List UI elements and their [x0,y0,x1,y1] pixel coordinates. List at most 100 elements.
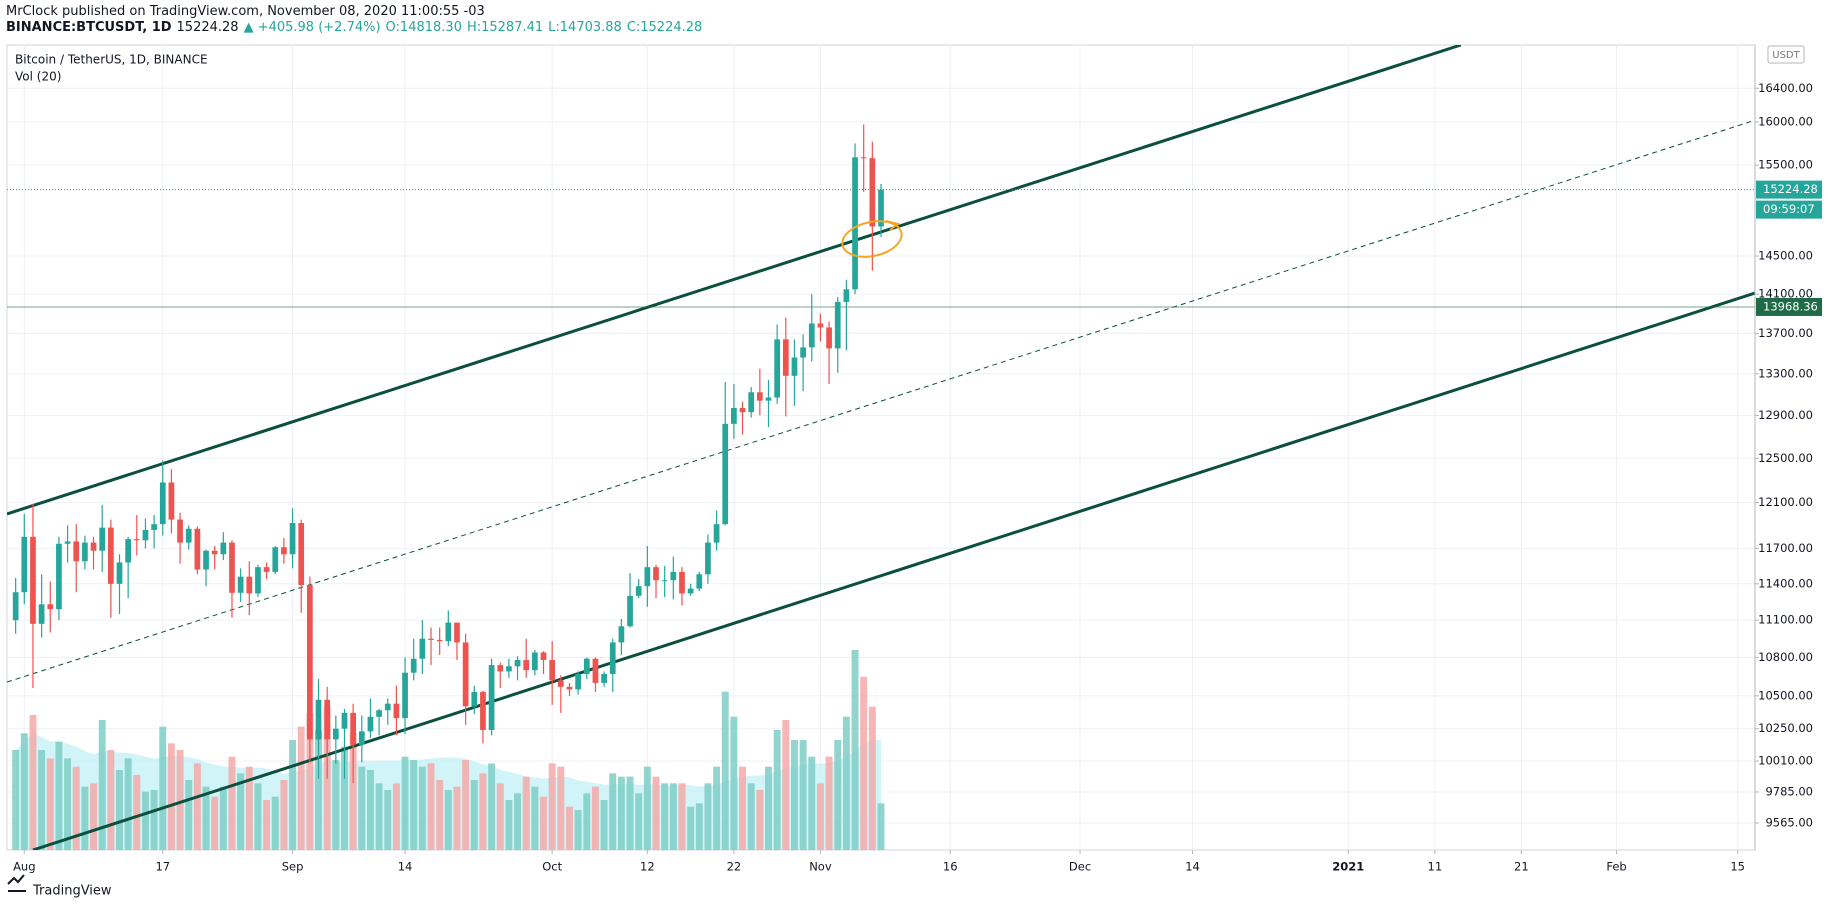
grid [7,45,1755,850]
candle-body [229,542,235,593]
candle-body [592,658,599,683]
volume-title: Vol (20) [15,70,61,84]
candle-body [731,407,737,424]
volume-bar [116,770,123,850]
author-line: MrClock published on TradingView.com, No… [6,4,485,19]
candle-body [298,523,305,586]
volume-bar [531,786,539,850]
volume-bar [470,780,478,850]
candle-body [843,289,850,302]
candle-body [609,642,616,674]
hline-label: 13968.36 [1763,299,1818,313]
volume-bar [453,786,461,850]
candle-body [358,731,365,745]
volume-bar [349,733,357,850]
candle-body [272,547,279,572]
x-tick-label: 14 [1185,860,1200,874]
currency-badge [1767,45,1805,64]
volume-bar [488,763,496,850]
symbol: BINANCE:BTCUSDT, 1D [6,20,172,35]
x-tick-label: 14 [398,860,413,874]
candle-body [324,699,331,740]
volume-bar [436,780,444,850]
x-tick-label: Oct [542,860,562,874]
x-tick-label: Dec [1069,860,1091,874]
volume-bar [808,756,816,850]
y-tick-label: 11700.00 [1758,541,1813,555]
volume-bar [548,763,556,850]
candle-body [125,539,132,563]
volume-bar [756,790,764,850]
volume-bar [773,730,781,850]
volume-bar [289,740,297,850]
candle-body [315,699,322,740]
low: L:14703.88 [548,20,622,35]
volume-bar [730,716,738,850]
candle-body [73,541,80,562]
x-tick-label: 21 [1514,860,1529,874]
volume-bar [315,730,322,850]
candle-body [237,576,244,593]
volume-pane [12,650,885,850]
candle-body [627,595,633,627]
volume-bar [219,786,227,850]
volume-bar [254,783,262,850]
candle-body [185,528,192,543]
candle-body [410,658,417,673]
currency: USDT [1772,50,1800,61]
volume-bar [29,715,37,850]
volume-bar [566,806,573,850]
volume-bar [72,766,80,850]
volume-bar [635,793,643,850]
volume-bar [643,766,651,850]
y-tick-label: 14100.00 [1758,287,1813,301]
volume-bar [496,783,504,850]
volume-bar [263,800,271,850]
volume-bar [107,750,115,850]
y-tick-label: 10800.00 [1758,650,1813,664]
y-tick-label: 12500.00 [1758,451,1813,465]
candle-body [30,536,36,624]
candle-body [713,524,720,543]
y-tick-label: 11100.00 [1758,613,1813,627]
candle-body [497,665,504,672]
candle-body [246,576,253,594]
candle-body [679,571,685,594]
candle-body [402,672,408,719]
candle-body [834,301,841,349]
candle-body [575,673,581,690]
candle-body [523,660,530,671]
volume-bar [557,766,565,850]
candle-body [748,392,755,413]
candle-body [661,580,668,582]
candle-body [64,541,71,544]
candle-body [791,357,798,376]
volume-bar [877,803,885,850]
candle-body [878,189,884,227]
candle-body [38,604,45,624]
candle-body [696,574,703,589]
volume-bar [739,766,747,850]
candle-body [203,550,209,570]
candle-body [488,665,495,731]
volume-bar [159,726,167,850]
x-tick-label: 2021 [1332,860,1364,874]
chart-title: Bitcoin / TetherUS, 1D, BINANCE [15,53,208,67]
y-tick-label: 11400.00 [1758,576,1813,590]
candle-body [454,622,460,643]
hline-badge [1756,297,1822,316]
y-tick-label: 10250.00 [1758,721,1813,735]
candle-body [471,691,478,707]
candle-body [860,157,867,159]
volume-bar [64,758,72,850]
volume-bar [185,780,193,850]
volume-bar [38,750,46,850]
volume-bar [704,783,712,850]
volume-bar [652,776,660,850]
volume-bar [358,766,366,850]
candle-body [82,542,88,562]
candle-body [532,652,538,671]
y-tick-label: 12900.00 [1758,408,1813,422]
x-tick-label: 17 [155,860,170,874]
